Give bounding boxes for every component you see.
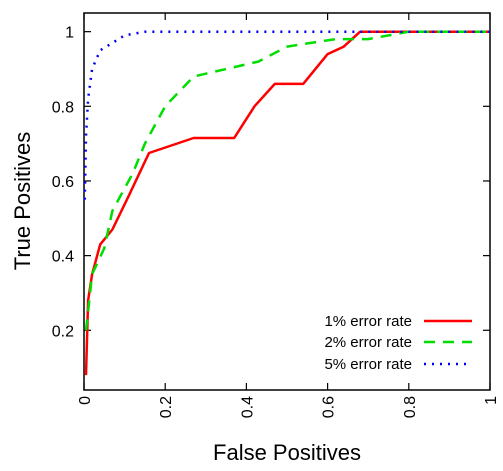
series-line-1pct <box>84 30 490 376</box>
y-axis-label: True Positives <box>10 132 35 271</box>
plot-frame <box>83 12 491 391</box>
y-tick-label: 0.8 <box>52 99 74 116</box>
y-tick-label: 0.6 <box>52 174 74 191</box>
legend-label-5pct: 5% error rate <box>324 356 412 373</box>
x-tick-label: 0.4 <box>239 396 256 418</box>
x-axis-label: False Positives <box>213 440 361 465</box>
series-line-2pct <box>84 30 490 331</box>
x-tick-label: 0.2 <box>158 396 175 418</box>
legend: 1% error rate 2% error rate 5% error rat… <box>324 313 472 373</box>
y-tick-label: 1 <box>65 25 74 42</box>
legend-label-2pct: 2% error rate <box>324 334 412 351</box>
x-tick-label: 0 <box>77 396 94 405</box>
legend-label-1pct: 1% error rate <box>324 313 412 330</box>
y-tick-label: 0.4 <box>52 249 74 266</box>
x-tick-label: 0.8 <box>402 396 419 418</box>
y-tick-label: 0.2 <box>52 323 74 340</box>
x-tick-label: 0.6 <box>321 396 338 418</box>
series-line-5pct <box>83 30 490 200</box>
x-tick-label: 1 <box>483 396 500 405</box>
